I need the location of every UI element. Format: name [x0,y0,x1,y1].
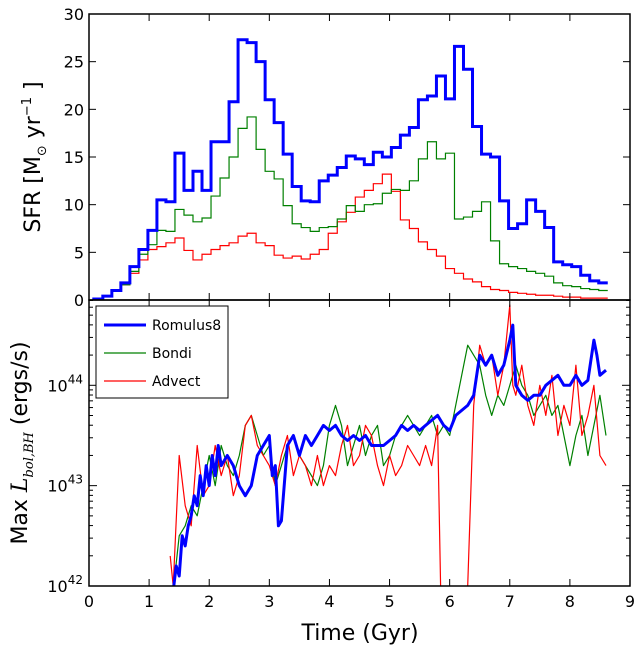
legend-label-romulus8: Romulus8 [152,318,221,334]
sfr-y-tick-label: 20 [64,100,84,119]
luminosity-y-tick-label: 1043 [47,473,83,496]
sfr-y-tick-label: 15 [64,148,84,167]
x-tick-label: 8 [565,592,575,611]
x-tick-label: 3 [264,592,274,611]
x-tick-label: 9 [625,592,635,611]
luminosity-plot-area [169,304,607,586]
luminosity-series-bondi [173,344,607,586]
x-tick-label: 4 [324,592,334,611]
sfr-y-tick-label: 0 [74,291,84,310]
legend-label-bondi: Bondi [152,346,192,362]
sfr-axes-frame [88,13,631,301]
x-tick-label: 1 [144,592,154,611]
luminosity-y-axis-label: Max Lbol,BH (ergs/s) [8,341,37,544]
luminosity-y-tick-label: 1044 [47,372,83,395]
sfr-series-romulus8 [92,38,608,300]
legend-box [95,305,229,399]
sfr-y-tick-label: 25 [64,53,84,72]
sfr-y-tick-label: 5 [74,243,84,262]
legend-label-advect: Advect [152,374,201,390]
sfr-y-tick-label: 30 [64,5,84,24]
x-tick-label: 5 [384,592,394,611]
x-tick-label: 7 [505,592,515,611]
sfr-y-tick-label: 10 [64,196,84,215]
luminosity-axes-frame [88,299,631,587]
x-tick-label: 0 [84,592,94,611]
sfr-series-advect [93,173,608,300]
sfr-y-axis-label: SFR [M⊙ yr−1 ] [20,81,50,232]
luminosity-series-romulus8 [172,323,607,586]
sfr-series-bondi [93,116,608,300]
luminosity-y-tick-label: 1042 [47,573,83,596]
x-tick-label: 6 [445,592,455,611]
legend: Romulus8 Bondi Advect [95,305,229,399]
axis-ticks: 0 5 10 15 20 25 30 0 1 2 3 4 5 6 7 8 9 1042 1043 1044 [47,5,635,611]
x-axis-label: Time (Gyr) [300,621,418,646]
sfr-plot-area [92,38,608,300]
luminosity-series-advect [169,304,607,586]
x-tick-label: 2 [204,592,214,611]
